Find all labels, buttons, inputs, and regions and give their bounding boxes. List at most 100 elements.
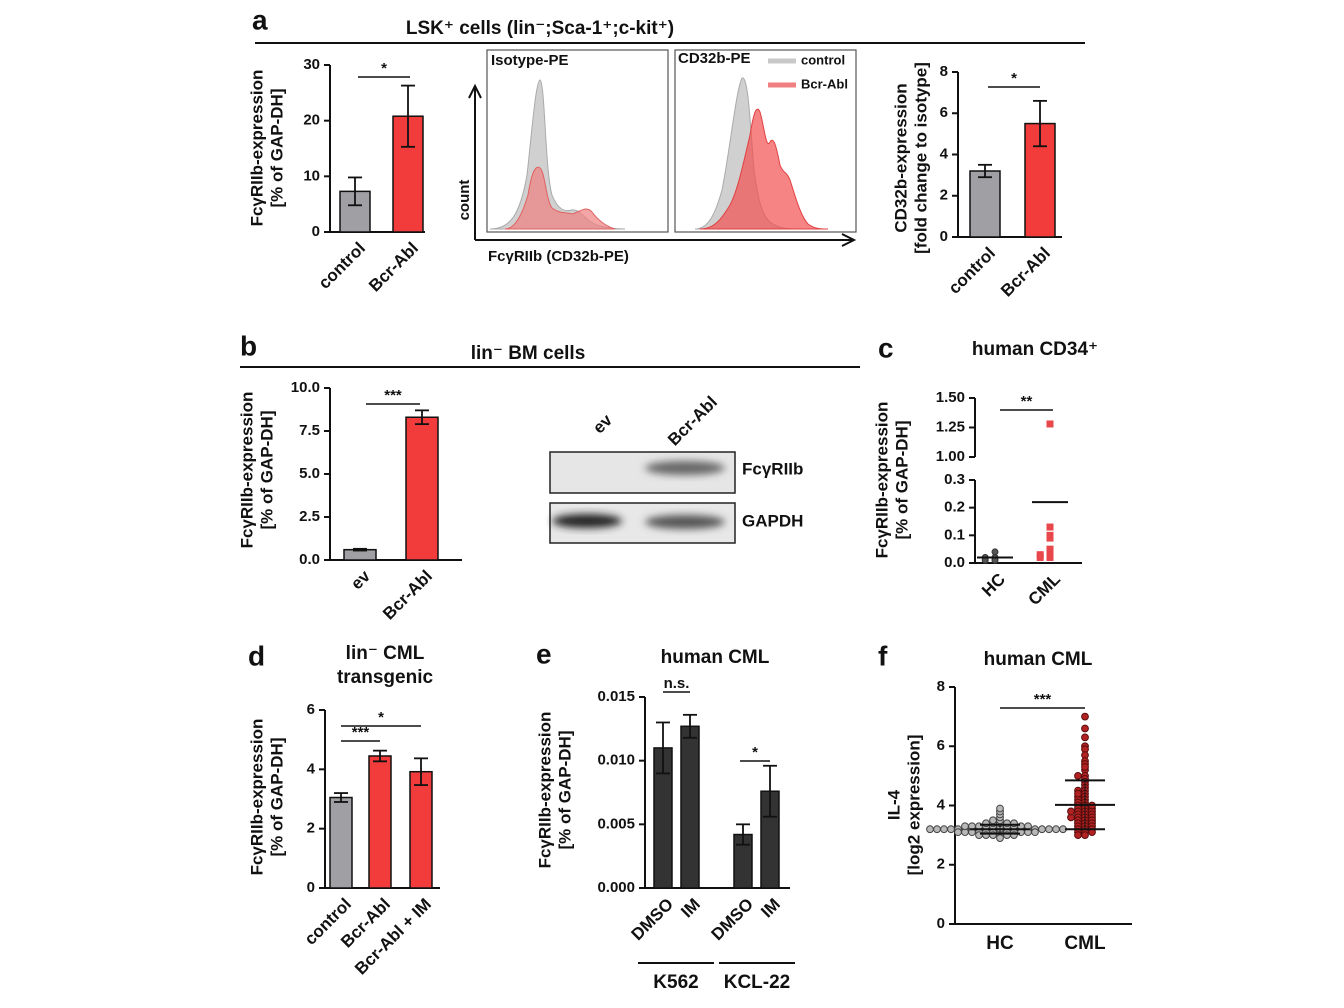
y-tick-label: 6 (937, 737, 945, 754)
y-axis-label: [% of GAP-DH] (892, 421, 911, 540)
y-tick-label: 2 (940, 187, 948, 204)
band-label: FcγRIIb (742, 459, 803, 478)
significance-label: ** (1021, 393, 1033, 410)
point (1081, 831, 1089, 840)
y-axis-label: [fold change to isotype] (911, 62, 930, 254)
chart-title: human CML (984, 649, 1093, 670)
flow-curve (699, 108, 829, 230)
point (1074, 789, 1082, 798)
point (1046, 523, 1054, 531)
y-axis-label: CD32b-expression (891, 83, 910, 232)
y-tick-label: 2 (307, 820, 315, 837)
panel-label: b (240, 330, 257, 361)
point (1074, 831, 1082, 840)
group-label: KCL-22 (724, 972, 791, 993)
blot-band (645, 515, 725, 529)
y-tick-label: 2.5 (299, 508, 320, 525)
point (1036, 553, 1044, 561)
chart-title: human CML (661, 647, 770, 668)
x-tick-label: CML (1064, 933, 1106, 954)
section-header: LSK⁺ cells (lin⁻;Sca-1⁺;c-kit⁺) (406, 18, 674, 39)
point (1074, 771, 1082, 780)
y-axis-label: FcγRIIb-expression (872, 402, 891, 559)
significance-label: *** (384, 387, 402, 404)
y-tick-label: 0 (307, 879, 315, 896)
significance-label: * (378, 709, 384, 726)
section-header: lin⁻ BM cells (471, 343, 586, 364)
y-axis-label: [% of GAP-DH] (267, 89, 286, 208)
significance-label: * (381, 60, 387, 77)
legend-label: Bcr-Abl (801, 76, 848, 91)
group-label: K562 (653, 972, 698, 993)
y-tick-label: 5.0 (299, 465, 320, 482)
y-tick-label: 0.1 (944, 526, 965, 543)
blot-band (552, 514, 622, 528)
point (1081, 733, 1089, 742)
point (1031, 828, 1039, 837)
bar (969, 170, 1001, 238)
panel-label: c (878, 332, 894, 363)
significance-label: * (1011, 70, 1017, 87)
y-axis-label: IL-4 (884, 789, 903, 820)
y-tick-label: 0.015 (597, 688, 635, 705)
bar (409, 770, 433, 889)
point (1046, 534, 1054, 542)
panel-label: d (248, 640, 265, 671)
point (996, 804, 1004, 813)
panel-label: e (536, 638, 552, 669)
y-tick-label: 0.000 (597, 879, 635, 896)
y-axis-label: [log2 expression] (904, 735, 923, 876)
significance-label: n.s. (664, 675, 690, 692)
panel-label: a (252, 4, 268, 35)
point (1038, 825, 1046, 834)
point (926, 825, 934, 834)
y-tick-label: 1.50 (936, 389, 965, 406)
point (961, 822, 969, 831)
point (1067, 807, 1075, 816)
y-tick-label: 20 (303, 112, 320, 129)
point (954, 828, 962, 837)
point (1045, 825, 1053, 834)
y-tick-label: 6 (940, 104, 948, 121)
blot-band (645, 461, 725, 475)
y-tick-label: 2 (937, 856, 945, 873)
point (1081, 724, 1089, 733)
y-tick-label: 4 (937, 796, 946, 813)
point (1046, 545, 1054, 553)
bar (329, 796, 353, 889)
point (989, 816, 997, 825)
flow-panel-label: CD32b-PE (678, 50, 751, 67)
flow-frame (486, 49, 669, 233)
y-axis-label: FcγRIIb-expression (535, 712, 554, 869)
point (1046, 553, 1054, 561)
y-tick-label: 1.25 (936, 418, 965, 435)
y-axis-label: [% of GAP-DH] (555, 731, 574, 850)
y-tick-label: 0 (937, 915, 945, 932)
point (940, 825, 948, 834)
western-blot: FcγRIIb GAPDH ev Bcr-Abl (549, 393, 803, 544)
y-tick-label: 4 (940, 145, 949, 162)
y-tick-label: 4 (307, 760, 316, 777)
y-tick-label: 8 (940, 63, 948, 80)
y-tick-label: 10.0 (291, 379, 320, 396)
y-tick-label: 1.00 (936, 448, 965, 465)
y-tick-label: 10 (303, 167, 320, 184)
point (947, 825, 955, 834)
point (996, 834, 1004, 842)
flow-frame (674, 49, 857, 233)
point (933, 825, 941, 834)
flow-axes (468, 83, 857, 247)
y-tick-label: 0 (312, 223, 320, 240)
y-tick-label: 0.3 (944, 471, 965, 488)
point (1081, 763, 1089, 771)
point (1046, 420, 1054, 428)
y-tick-label: 8 (937, 678, 945, 695)
significance-label: * (752, 744, 758, 761)
y-tick-label: 0.2 (944, 499, 965, 516)
bar (368, 755, 392, 889)
point (1081, 712, 1089, 721)
bar (680, 725, 700, 889)
y-axis-label: FcγRIIb-expression (237, 392, 256, 549)
y-tick-label: 0.010 (597, 752, 635, 769)
